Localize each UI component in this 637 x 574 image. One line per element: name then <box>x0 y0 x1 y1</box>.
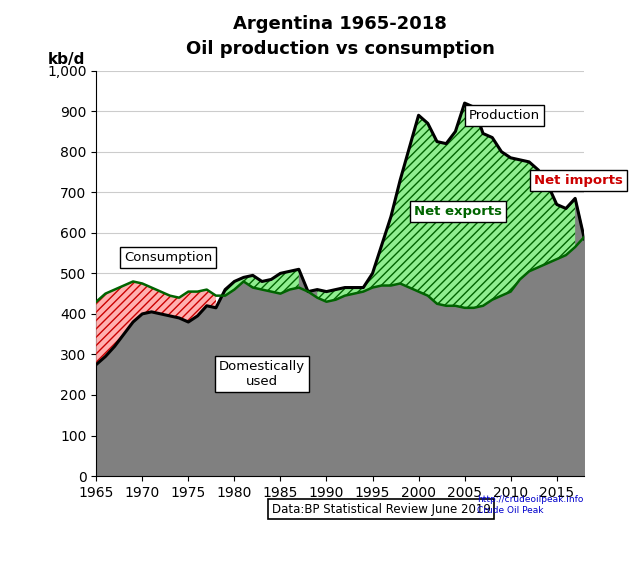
Text: kb/d: kb/d <box>47 52 85 67</box>
Text: http://crudeoilpeak.info
Crude Oil Peak: http://crudeoilpeak.info Crude Oil Peak <box>477 495 583 514</box>
Text: Net imports: Net imports <box>534 174 622 187</box>
Text: Consumption: Consumption <box>124 251 212 264</box>
Text: Net exports: Net exports <box>414 204 502 218</box>
Text: Domestically
used: Domestically used <box>219 360 305 388</box>
Text: Production: Production <box>469 109 540 122</box>
Text: Data:BP Statistical Review June 2019: Data:BP Statistical Review June 2019 <box>272 502 491 515</box>
Title: Argentina 1965-2018
Oil production vs consumption: Argentina 1965-2018 Oil production vs co… <box>186 15 495 58</box>
